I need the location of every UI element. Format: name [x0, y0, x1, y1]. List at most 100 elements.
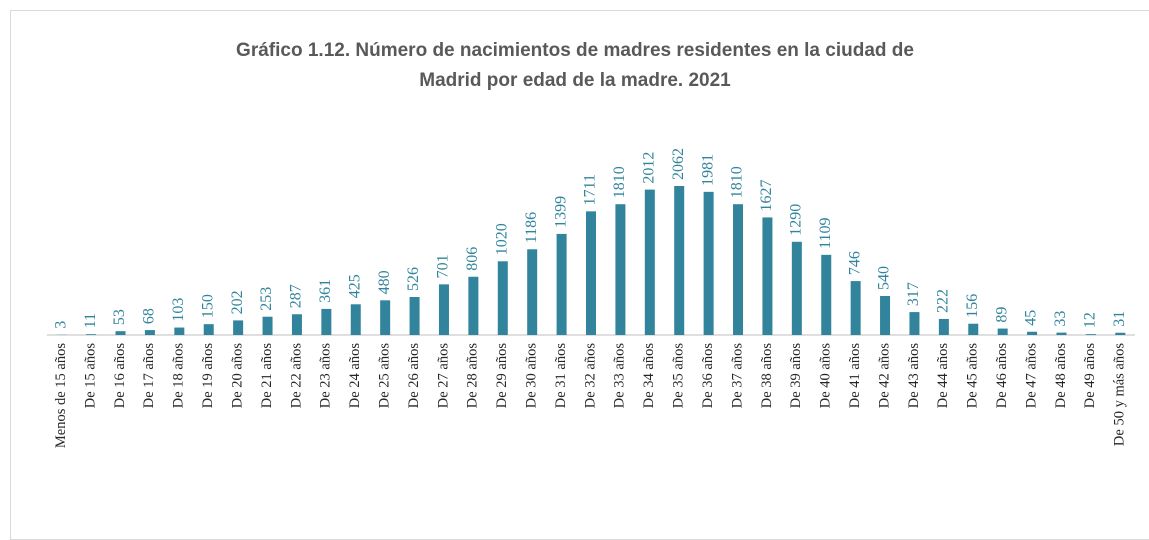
data-label: 222 [935, 289, 952, 313]
data-label: 540 [876, 266, 893, 290]
x-tick-label: De 39 años [788, 343, 804, 409]
bar [645, 190, 655, 335]
bar [439, 284, 449, 335]
x-tick-label: De 47 años [1023, 343, 1039, 409]
bar [821, 255, 831, 335]
page: Gráfico 1.12. Número de nacimientos de m… [0, 0, 1149, 522]
x-tick-label: De 26 años [406, 343, 422, 409]
x-tick-label: De 45 años [965, 343, 981, 409]
x-tick-label: De 48 años [1053, 343, 1069, 409]
data-label: 156 [964, 294, 981, 318]
x-tick-label: De 24 años [347, 343, 363, 409]
x-tick-label: De 33 años [612, 343, 628, 409]
bar [762, 217, 772, 335]
x-tick-label: De 27 años [435, 343, 451, 409]
x-tick-label: De 17 años [141, 343, 157, 409]
data-label: 1627 [758, 179, 775, 211]
data-label: 1290 [788, 204, 805, 236]
x-tick-label: De 16 años [112, 343, 128, 409]
x-tick-label: De 42 años [876, 343, 892, 409]
data-label: 1399 [552, 196, 569, 228]
bar [674, 186, 684, 335]
data-label: 317 [905, 282, 922, 306]
bar [1027, 332, 1037, 335]
x-tick-label: De 37 años [729, 343, 745, 409]
data-label: 361 [317, 279, 334, 303]
data-label: 202 [229, 290, 246, 314]
bar [351, 304, 361, 335]
x-tick-label: De 35 años [671, 343, 687, 409]
bar [557, 234, 567, 335]
bar [292, 314, 302, 335]
bar [880, 296, 890, 335]
x-tick-label: De 15 años [82, 343, 98, 409]
data-label: 806 [464, 247, 481, 271]
data-label: 12 [1082, 312, 1099, 328]
data-label: 68 [141, 308, 158, 324]
x-tick-label: De 31 años [553, 343, 569, 409]
bar [586, 211, 596, 335]
x-tick-label: De 28 años [465, 343, 481, 409]
bar [615, 204, 625, 335]
bar [380, 300, 390, 335]
bar [263, 317, 273, 335]
x-tick-label: De 49 años [1082, 343, 1098, 409]
data-label: 2062 [670, 148, 687, 180]
data-label: 1186 [523, 212, 540, 243]
bar [968, 324, 978, 335]
bar [704, 192, 714, 335]
x-tick-label: De 44 años [935, 343, 951, 409]
bar [733, 204, 743, 335]
x-tick-label: De 19 años [200, 343, 216, 409]
bar [174, 328, 184, 335]
data-label: 1810 [729, 166, 746, 198]
bar [1056, 333, 1066, 335]
data-label: 480 [376, 270, 393, 294]
x-tick-label: De 38 años [759, 343, 775, 409]
x-tick-label: De 25 años [376, 343, 392, 409]
bar [145, 330, 155, 335]
x-tick-label: De 34 años [641, 343, 657, 409]
x-tick-label: De 18 años [171, 343, 187, 409]
data-label: 3 [52, 321, 69, 329]
bar [1115, 333, 1125, 335]
x-tick-label: De 43 años [906, 343, 922, 409]
x-tick-label: De 46 años [994, 343, 1010, 409]
data-label: 1109 [817, 217, 834, 248]
bar [498, 261, 508, 335]
x-tick-label: De 36 años [700, 343, 716, 409]
x-tick-label: De 50 y más años [1112, 343, 1128, 446]
data-label: 150 [199, 294, 216, 318]
x-tick-label: Menos de 15 años [53, 343, 69, 448]
data-label: 45 [1023, 310, 1040, 326]
data-label: 746 [846, 251, 863, 275]
bar [116, 331, 126, 335]
bar [468, 277, 478, 335]
data-label: 701 [435, 254, 452, 278]
x-tick-label: De 32 años [582, 343, 598, 409]
x-tick-label: De 29 años [494, 343, 510, 409]
data-label: 11 [82, 313, 99, 328]
bar [939, 319, 949, 335]
x-tick-label: De 20 años [229, 343, 245, 409]
bar [86, 334, 96, 335]
data-label: 1981 [699, 154, 716, 186]
data-label: 89 [993, 307, 1010, 323]
data-label: 31 [1111, 311, 1128, 327]
x-tick-label: De 23 años [318, 343, 334, 409]
bar [792, 242, 802, 335]
data-label: 425 [346, 274, 363, 298]
data-label: 253 [258, 287, 275, 311]
x-tick-label: De 40 años [818, 343, 834, 409]
bar [998, 329, 1008, 335]
bar [204, 324, 214, 335]
x-tick-label: De 21 años [259, 343, 275, 409]
data-label: 1810 [611, 166, 628, 198]
x-tick-label: De 22 años [288, 343, 304, 409]
bar [909, 312, 919, 335]
data-label: 1711 [582, 174, 599, 205]
bar [233, 320, 243, 335]
x-tick-label: De 30 años [524, 343, 540, 409]
bar [527, 249, 537, 335]
